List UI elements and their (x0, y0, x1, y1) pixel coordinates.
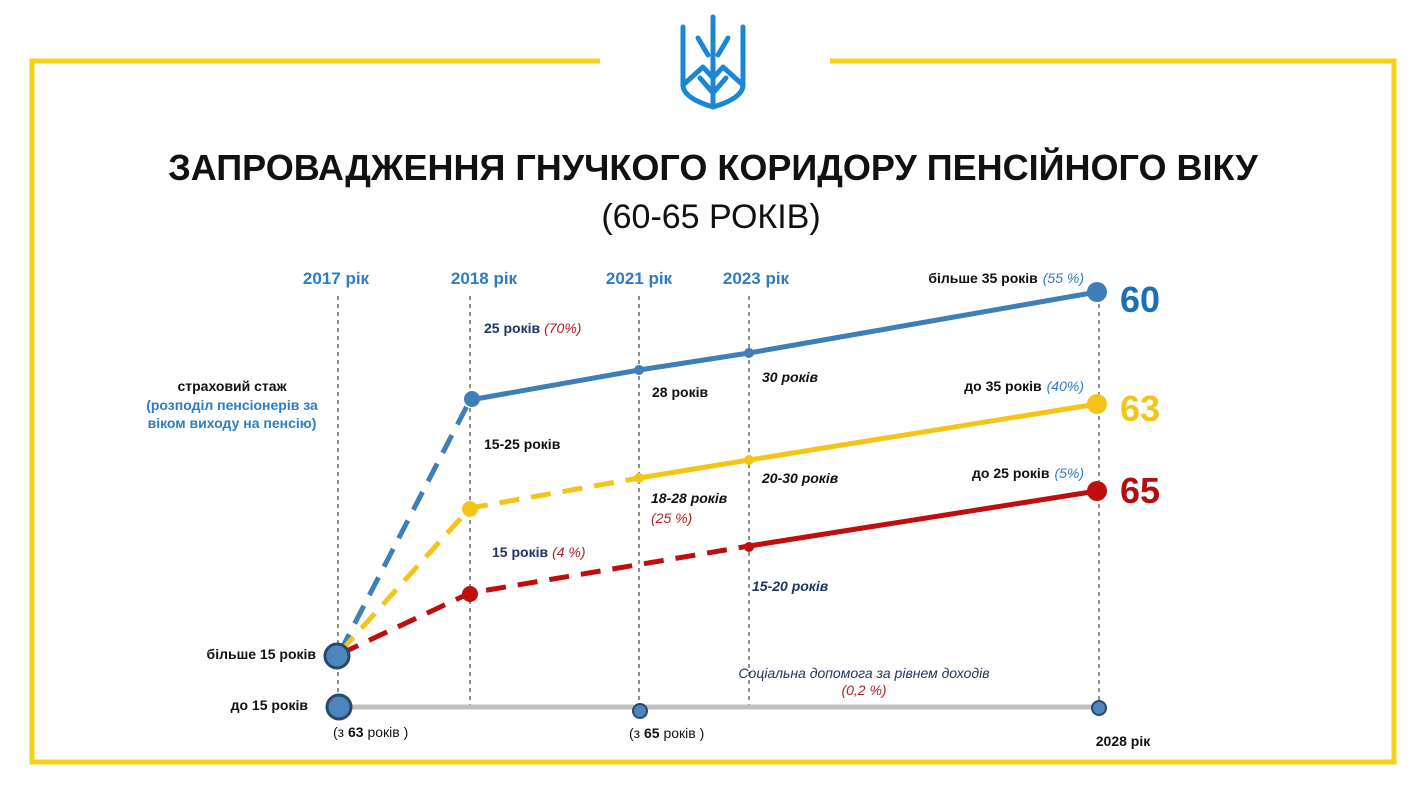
blue-point-end (1087, 282, 1107, 302)
yellow-point-2023 (744, 455, 754, 465)
red-point-end (1087, 481, 1107, 501)
start-point-more15 (323, 642, 351, 670)
red-point-2023 (744, 542, 754, 552)
red-label-2018: 15 років (4 %) (492, 544, 586, 560)
social-assistance-label: Соціальна допомога за рівнем доходів (738, 665, 989, 681)
note-from-65: (з 65 років ) (629, 725, 704, 741)
age-60: 60 (1120, 279, 1160, 320)
social-assistance-pct: (0,2 %) (841, 682, 886, 698)
yellow-label-2023: 20-30 років (761, 470, 839, 486)
age-63: 63 (1120, 388, 1160, 429)
trident-emblem-icon (680, 14, 746, 110)
yellow-point-2021 (634, 473, 644, 483)
blue-line-dashed (337, 398, 473, 654)
yellow-label-2021: 18-28 років (651, 490, 728, 506)
start-point-upto15 (325, 693, 353, 721)
legend-distribution-line2: віком виходу на пенсію) (148, 415, 317, 431)
legend-insurance-experience: страховий стаж (177, 378, 287, 394)
year-label-2023: 2023 рік (723, 269, 790, 288)
red-end-label: до 25 років (5%) (972, 465, 1084, 481)
year-label-2017: 2017 рік (303, 269, 370, 288)
blue-point-2018 (464, 391, 480, 407)
blue-end-label: більше 35 років (55 %) (928, 270, 1084, 286)
start-label-more15: більше 15 років (207, 646, 317, 662)
note-from-63: (з 63 років ) (333, 724, 408, 740)
base-point-2028 (1091, 700, 1107, 716)
year-label-2028: 2028 рік (1096, 733, 1151, 749)
blue-point-2023 (744, 348, 754, 358)
red-label-2023: 15-20 років (752, 578, 829, 594)
blue-label-2018: 25 років (70%) (484, 320, 581, 336)
blue-line (469, 289, 1098, 403)
yellow-end-label: до 35 років (40%) (964, 378, 1084, 394)
yellow-label-2018: 15-25 років (484, 436, 561, 452)
base-point-2021 (632, 703, 648, 719)
red-line (748, 488, 1098, 549)
yellow-pct-2021: (25 %) (651, 510, 692, 526)
age-65: 65 (1120, 470, 1160, 511)
red-line-dashed (338, 543, 750, 657)
legend-distribution-line1: (розподіл пенсіонерів за (146, 397, 318, 413)
page-subtitle: (60-65 РОКІВ) (601, 198, 820, 236)
yellow-point-end (1087, 394, 1107, 414)
frame (29, 58, 1397, 765)
blue-label-2023: 30 років (762, 369, 819, 385)
blue-point-2021 (634, 365, 644, 375)
page-title: ЗАПРОВАДЖЕННЯ ГНУЧКОГО КОРИДОРУ ПЕНСІЙНО… (168, 146, 1258, 188)
blue-label-2021: 28 років (652, 384, 708, 400)
start-label-upto15: до 15 років (231, 697, 309, 713)
year-label-2021: 2021 рік (606, 269, 673, 288)
yellow-point-2018 (462, 501, 478, 517)
red-point-2018 (462, 586, 478, 602)
year-label-2018: 2018 рік (451, 269, 518, 288)
